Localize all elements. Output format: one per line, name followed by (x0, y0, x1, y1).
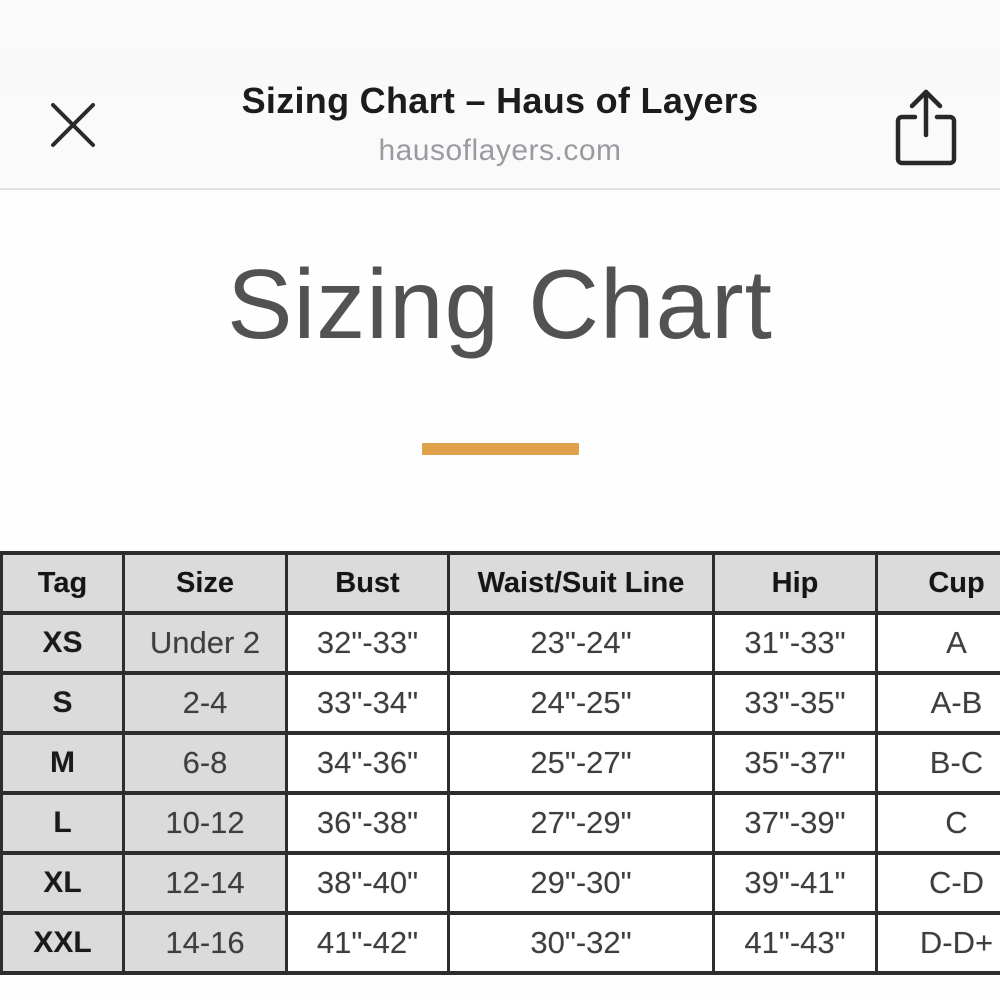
close-button[interactable] (42, 94, 104, 156)
cell-tag-s: S (0, 671, 125, 735)
table-row-s: S 2-4 33"-34" 24"-25" 33"-35" A-B (0, 671, 1000, 735)
table-row-m: M 6-8 34"-36" 25"-27" 35"-37" B-C (0, 731, 1000, 795)
cell-hip-m: 35"-37" (712, 731, 878, 795)
cell-bust-xxl: 41"-42" (285, 911, 450, 975)
cell-bust-l: 36"-38" (285, 791, 450, 855)
table-row-xl: XL 12-14 38"-40" 29"-30" 39"-41" C-D (0, 851, 1000, 915)
table-row-l: L 10-12 36"-38" 27"-29" 37"-39" C (0, 791, 1000, 855)
cell-cup-m: B-C (875, 731, 1000, 795)
cell-bust-xl: 38"-40" (285, 851, 450, 915)
column-header-cup: Cup (875, 551, 1000, 615)
cell-size-xxl: 14-16 (122, 911, 288, 975)
cell-waist-suit-line-xxl: 30"-32" (447, 911, 715, 975)
cell-cup-xxl: D-D+ (875, 911, 1000, 975)
table-row-xs: XS Under 2 32"-33" 23"-24" 31"-33" A (0, 611, 1000, 675)
column-header-bust: Bust (285, 551, 450, 615)
close-icon (51, 103, 95, 147)
table-row-xxl: XXL 14-16 41"-42" 30"-32" 41"-43" D-D+ (0, 911, 1000, 975)
cell-waist-suit-line-s: 24"-25" (447, 671, 715, 735)
header-row: Tag Size Bust Waist/Suit Line Hip Cup (0, 551, 1000, 615)
share-icon (895, 89, 957, 166)
cell-size-xl: 12-14 (122, 851, 288, 915)
cell-size-xs: Under 2 (122, 611, 288, 675)
sizing-table-head: Tag Size Bust Waist/Suit Line Hip Cup (0, 551, 1000, 615)
column-header-tag: Tag (0, 551, 125, 615)
cell-size-s: 2-4 (122, 671, 288, 735)
cell-waist-suit-line-l: 27"-29" (447, 791, 715, 855)
cell-hip-xxl: 41"-43" (712, 911, 878, 975)
share-button[interactable] (888, 82, 964, 172)
cell-hip-s: 33"-35" (712, 671, 878, 735)
browser-header-bar: Sizing Chart – Haus of Layers hausoflaye… (0, 0, 1000, 190)
cell-waist-suit-line-m: 25"-27" (447, 731, 715, 795)
column-header-waist-suit-line: Waist/Suit Line (447, 551, 715, 615)
cell-bust-s: 33"-34" (285, 671, 450, 735)
page-title: Sizing Chart – Haus of Layers (241, 80, 759, 121)
cell-waist-suit-line-xl: 29"-30" (447, 851, 715, 915)
column-header-hip: Hip (712, 551, 878, 615)
page-url: hausoflayers.com (378, 134, 622, 167)
cell-hip-l: 37"-39" (712, 791, 878, 855)
cell-bust-m: 34"-36" (285, 731, 450, 795)
cell-size-l: 10-12 (122, 791, 288, 855)
cell-bust-xs: 32"-33" (285, 611, 450, 675)
cell-size-m: 6-8 (122, 731, 288, 795)
sizing-table: Tag Size Bust Waist/Suit Line Hip Cup XS Under… (0, 551, 1000, 975)
cell-tag-xl: XL (0, 851, 125, 915)
cell-tag-l: L (0, 791, 125, 855)
accent-divider (422, 443, 579, 455)
cell-cup-xs: A (875, 611, 1000, 675)
cell-tag-xs: XS (0, 611, 125, 675)
cell-waist-suit-line-xs: 23"-24" (447, 611, 715, 675)
cell-tag-m: M (0, 731, 125, 795)
cell-cup-s: A-B (875, 671, 1000, 735)
page-heading: Sizing Chart (227, 249, 773, 359)
cell-tag-xxl: XXL (0, 911, 125, 975)
cell-cup-l: C (875, 791, 1000, 855)
column-header-size: Size (122, 551, 288, 615)
cell-hip-xl: 39"-41" (712, 851, 878, 915)
sizing-table-body: XS Under 2 32"-33" 23"-24" 31"-33" A S 2-4 33"-3… (0, 611, 1000, 975)
cell-hip-xs: 31"-33" (712, 611, 878, 675)
cell-cup-xl: C-D (875, 851, 1000, 915)
